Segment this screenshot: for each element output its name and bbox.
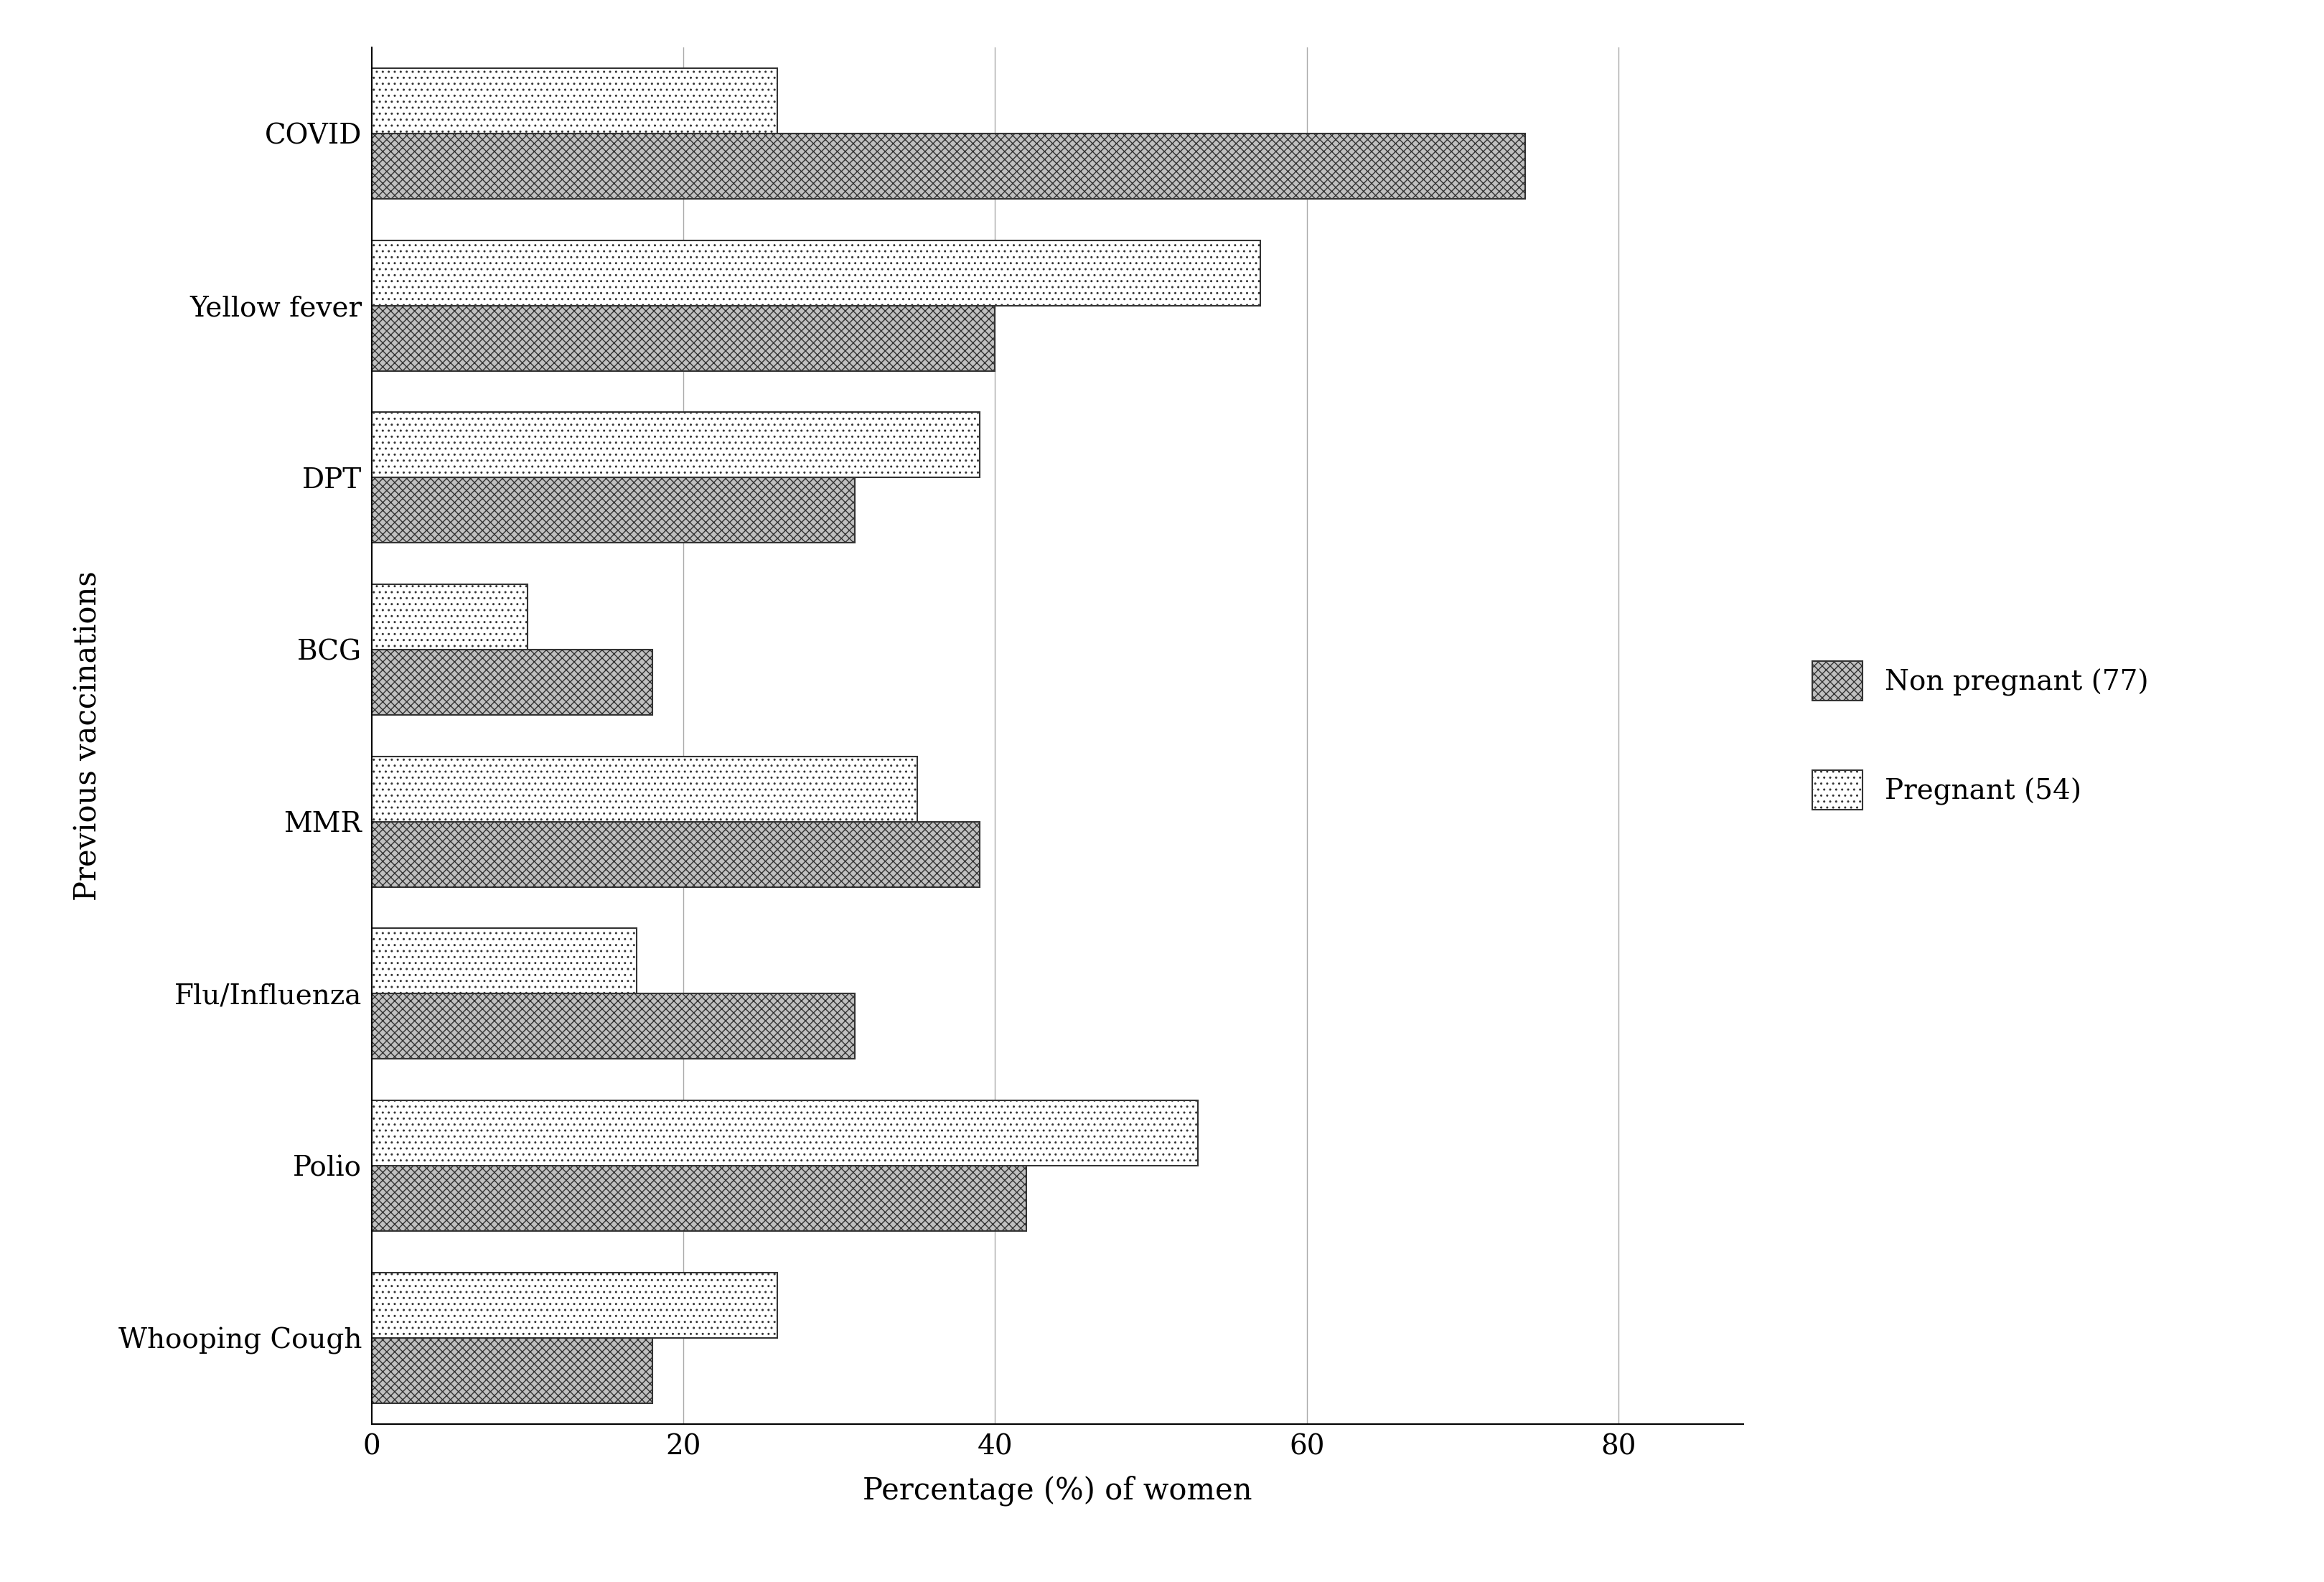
Bar [372, 929, 637, 993]
Bar [372, 240, 1260, 305]
Bar [372, 584, 528, 650]
Bar [372, 1101, 1197, 1166]
Bar [372, 821, 978, 888]
Legend: Non pregnant (77), Pregnant (54): Non pregnant (77), Pregnant (54) [1785, 633, 2178, 838]
Bar [372, 1338, 653, 1403]
X-axis label: Percentage (%) of women: Percentage (%) of women [862, 1476, 1253, 1506]
Bar [372, 305, 995, 370]
Bar [372, 478, 855, 543]
Bar [372, 1166, 1027, 1231]
Bar [372, 413, 978, 478]
Bar [372, 650, 653, 715]
Bar [372, 993, 855, 1058]
Bar [372, 68, 776, 133]
Bar [372, 756, 918, 821]
Bar [372, 1272, 776, 1338]
Bar [372, 133, 1525, 199]
Y-axis label: Previous vaccinations: Previous vaccinations [72, 571, 102, 900]
